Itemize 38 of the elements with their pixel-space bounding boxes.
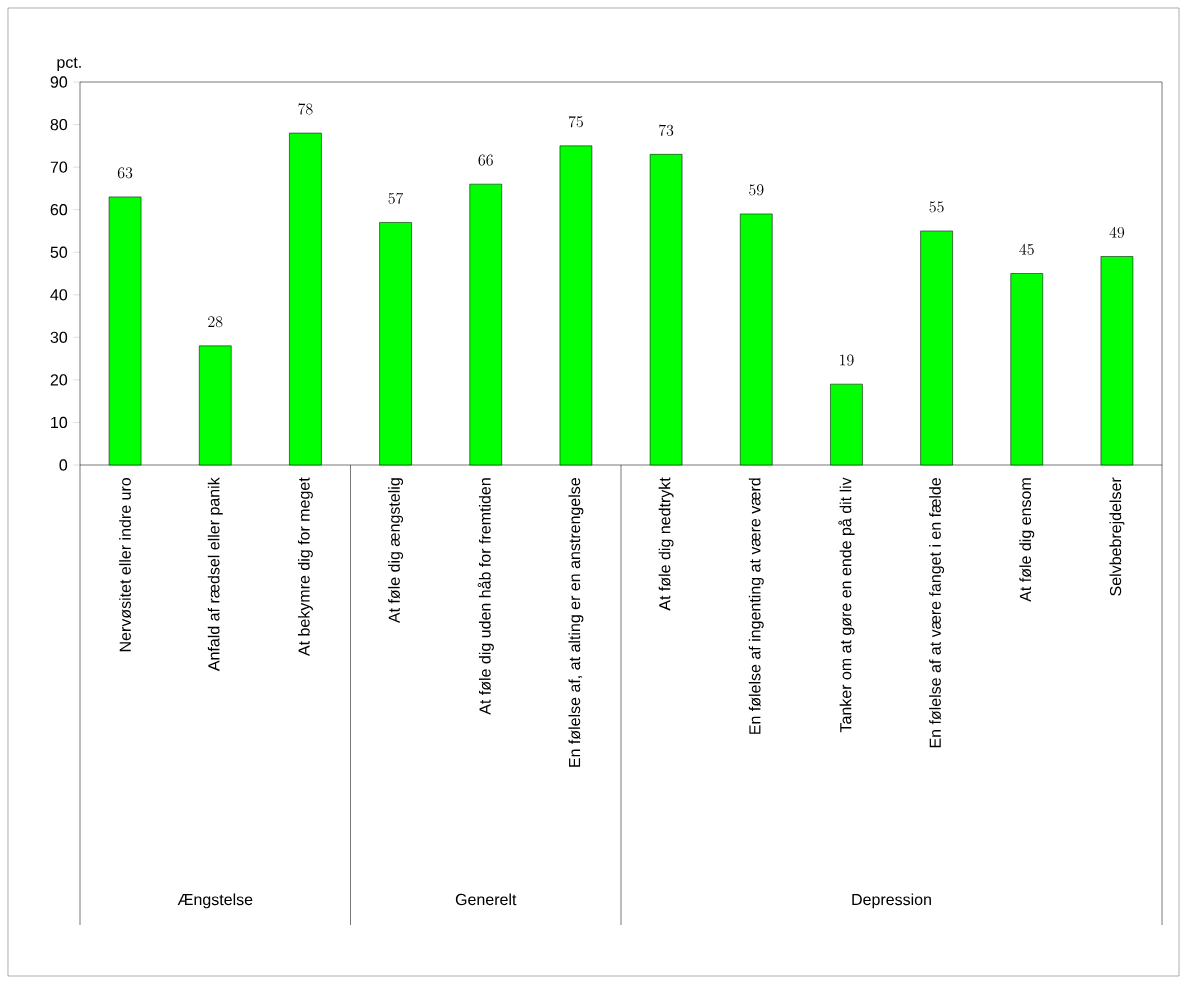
x-tick-label: En følelse af at være fanget i en fælde — [929, 478, 945, 748]
x-tick-label: Tanker om at gøre en ende på dit liv — [838, 477, 855, 733]
x-tick-label: At føle dig uden håb for fremtiden — [477, 478, 494, 715]
text: Depression — [852, 893, 931, 909]
x-tick-label: En følelse af ingenting at være værd — [748, 478, 764, 734]
x-tick-label: Nervøsitet eller indre uro — [119, 477, 132, 652]
x-tick-label: At føle dig nedtrykt — [658, 477, 674, 611]
data-label: 45 — [1019, 243, 1034, 255]
y-tick-label: 20 — [50, 374, 68, 386]
data-label: 55 — [929, 201, 944, 213]
y-tick-label: 80 — [50, 118, 68, 131]
x-tick-label: Anfald af rædsel eller panik — [207, 477, 223, 672]
y-axis-title: pct. — [57, 57, 81, 72]
x-tick-label: Selvbebrejdelser — [1109, 477, 1125, 596]
y-tick-label: 30 — [50, 331, 68, 343]
x-tick-label: En følelse af, at alting er en anstrengelse — [568, 478, 584, 767]
y-tick-label: 40 — [50, 289, 68, 301]
y-tick-label: 70 — [50, 161, 68, 173]
y-tick-label: 50 — [50, 246, 68, 258]
x-tick-label: At føle dig ensom — [1019, 478, 1035, 602]
data-label: 59 — [749, 184, 764, 196]
data-label: 78 — [298, 103, 313, 115]
y-tick-label: 0 — [59, 459, 68, 471]
data-label: 75 — [568, 116, 583, 128]
y-tick-label: 10 — [51, 416, 68, 429]
data-label: 19 — [840, 354, 854, 366]
text: Generelt — [455, 893, 517, 906]
y-tick-label: 60 — [50, 204, 68, 216]
data-label: 57 — [388, 192, 404, 204]
data-label: 63 — [117, 167, 133, 179]
data-label: 66 — [478, 154, 493, 166]
text: Ængstelse — [177, 893, 253, 909]
data-label: 73 — [659, 124, 674, 136]
x-tick-label: At bekymre dig for meget — [297, 477, 313, 656]
x-tick-label: At føle dig ængstelig — [388, 478, 404, 624]
y-tick-label: 90 — [50, 76, 68, 88]
data-label: 49 — [1109, 226, 1125, 238]
data-label: 28 — [208, 316, 223, 328]
